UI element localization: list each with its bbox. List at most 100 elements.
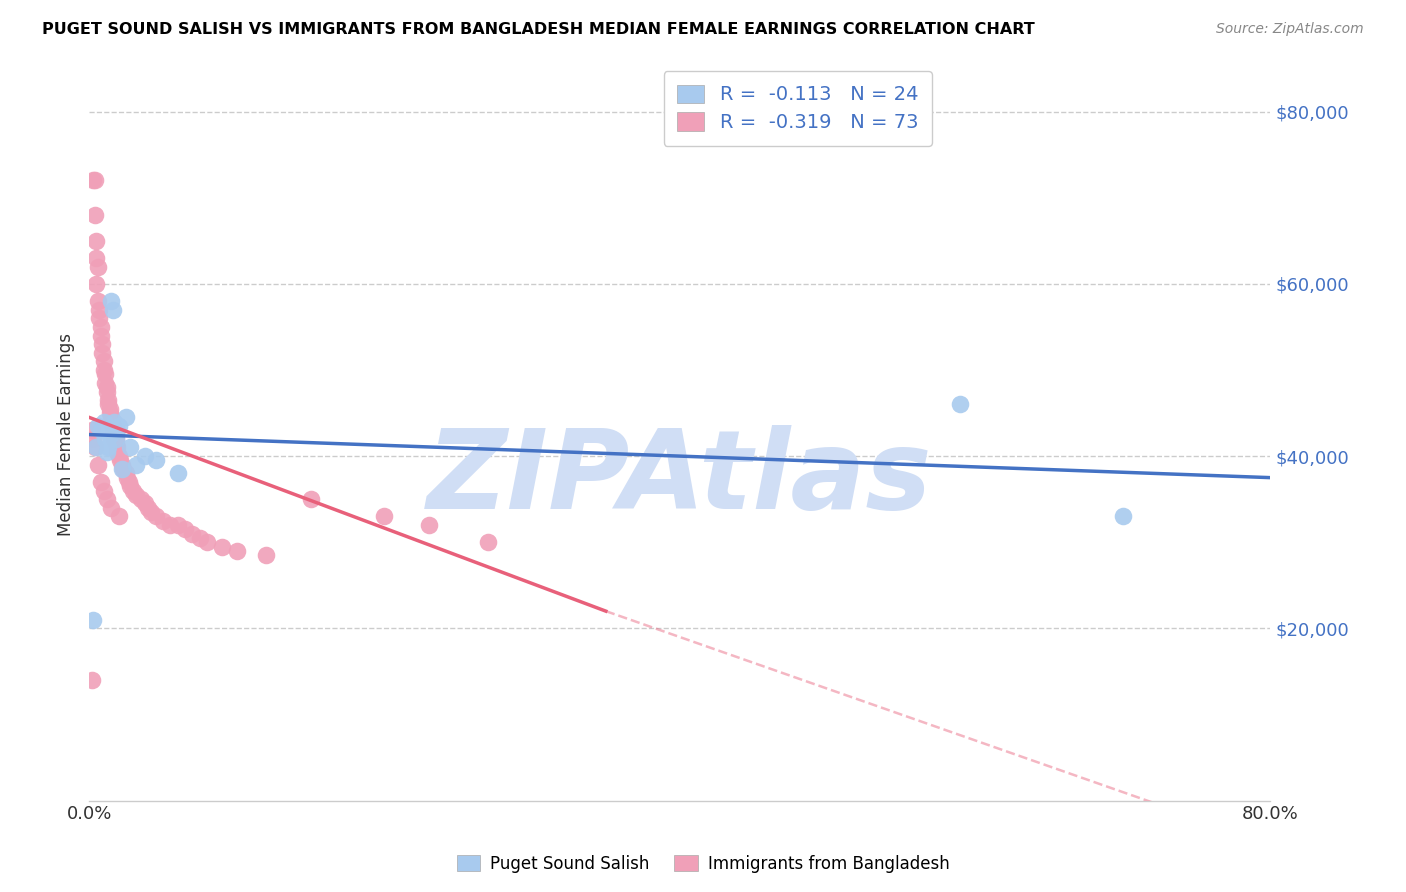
Point <box>87 260 110 274</box>
Point <box>90 319 112 334</box>
Point <box>96 380 118 394</box>
Point <box>107 449 129 463</box>
Point <box>82 613 104 627</box>
Legend: Puget Sound Salish, Immigrants from Bangladesh: Puget Sound Salish, Immigrants from Bang… <box>450 848 956 880</box>
Text: ZIPAtlas: ZIPAtlas <box>427 425 932 532</box>
Point <box>98 427 121 442</box>
Point <box>117 470 139 484</box>
Point <box>98 406 121 420</box>
Point <box>107 509 129 524</box>
Point <box>101 423 124 437</box>
Point <box>90 423 112 437</box>
Point <box>93 354 115 368</box>
Text: Source: ZipAtlas.com: Source: ZipAtlas.com <box>1216 22 1364 37</box>
Point <box>373 509 395 524</box>
Point <box>120 479 142 493</box>
Point <box>98 401 121 416</box>
Point <box>100 500 122 515</box>
Point <box>188 531 211 545</box>
Point <box>104 432 127 446</box>
Point <box>96 444 118 458</box>
Point <box>91 337 114 351</box>
Point <box>418 518 440 533</box>
Point <box>166 518 188 533</box>
Point <box>87 419 110 434</box>
Point <box>94 368 117 382</box>
Point <box>115 410 138 425</box>
Point <box>104 432 127 446</box>
Point <box>108 453 131 467</box>
Point <box>96 492 118 507</box>
Point <box>100 415 122 429</box>
Point <box>949 397 972 411</box>
Point <box>139 505 162 519</box>
Point <box>299 492 322 507</box>
Point <box>101 302 124 317</box>
Point <box>97 441 120 455</box>
Point <box>211 540 233 554</box>
Point <box>125 488 148 502</box>
Point <box>105 444 128 458</box>
Point <box>101 419 124 434</box>
Point <box>100 294 122 309</box>
Point <box>91 345 114 359</box>
Point <box>1111 509 1133 524</box>
Point <box>103 432 125 446</box>
Point <box>120 441 142 455</box>
Point <box>87 458 110 472</box>
Point <box>84 208 107 222</box>
Point <box>195 535 218 549</box>
Point <box>89 311 111 326</box>
Point <box>166 467 188 481</box>
Point <box>174 522 197 536</box>
Point <box>136 500 159 515</box>
Point <box>145 453 167 467</box>
Point <box>110 462 132 476</box>
Point <box>86 441 108 455</box>
Point <box>87 294 110 309</box>
Point <box>90 328 112 343</box>
Point <box>89 302 111 317</box>
Point <box>477 535 499 549</box>
Point <box>122 483 145 498</box>
Point <box>103 427 125 442</box>
Point <box>93 415 115 429</box>
Point <box>254 548 277 562</box>
Point <box>86 277 108 291</box>
Point <box>97 397 120 411</box>
Point <box>103 415 125 429</box>
Point <box>84 173 107 187</box>
Point <box>112 462 135 476</box>
Point <box>82 432 104 446</box>
Point <box>152 514 174 528</box>
Point <box>105 423 128 437</box>
Legend: R =  -0.113   N = 24, R =  -0.319   N = 73: R = -0.113 N = 24, R = -0.319 N = 73 <box>664 71 932 145</box>
Point <box>118 475 141 489</box>
Point <box>93 363 115 377</box>
Point <box>100 410 122 425</box>
Point <box>104 436 127 450</box>
Point <box>82 173 104 187</box>
Point <box>129 492 152 507</box>
Point <box>80 423 103 437</box>
Point <box>97 393 120 408</box>
Point <box>90 475 112 489</box>
Point <box>134 449 156 463</box>
Point <box>96 384 118 399</box>
Point <box>86 234 108 248</box>
Point <box>159 518 181 533</box>
Point <box>93 483 115 498</box>
Point <box>84 441 107 455</box>
Point <box>107 419 129 434</box>
Point <box>105 441 128 455</box>
Text: PUGET SOUND SALISH VS IMMIGRANTS FROM BANGLADESH MEDIAN FEMALE EARNINGS CORRELAT: PUGET SOUND SALISH VS IMMIGRANTS FROM BA… <box>42 22 1035 37</box>
Point <box>145 509 167 524</box>
Point <box>134 496 156 510</box>
Point <box>125 458 148 472</box>
Point <box>94 376 117 390</box>
Y-axis label: Median Female Earnings: Median Female Earnings <box>58 333 75 536</box>
Point <box>80 673 103 687</box>
Point <box>94 432 117 446</box>
Point <box>110 458 132 472</box>
Point <box>181 526 204 541</box>
